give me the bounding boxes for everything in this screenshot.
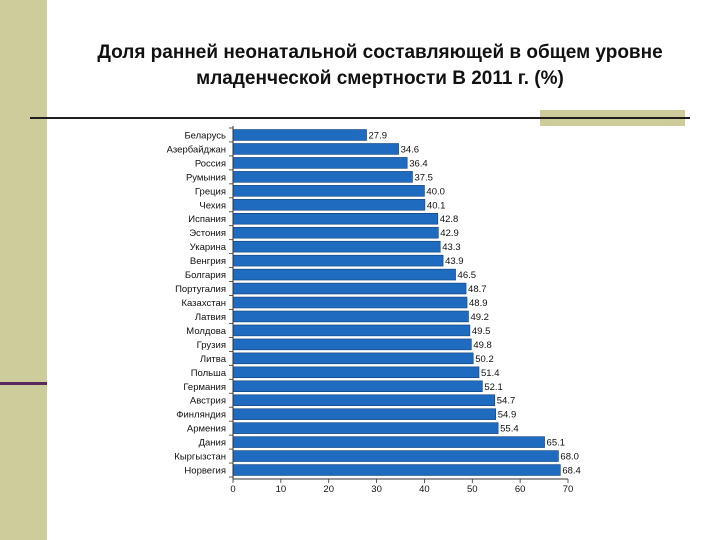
- x-tick-label: 10: [276, 484, 287, 495]
- category-label: Армения: [187, 424, 226, 435]
- data-label: 37.5: [414, 172, 433, 183]
- category-label: Эстония: [189, 228, 226, 239]
- bar: [232, 324, 471, 337]
- data-label: 40.1: [427, 200, 446, 211]
- category-label: Россия: [195, 158, 226, 169]
- data-label: 54.9: [498, 410, 517, 421]
- category-label: Болгария: [185, 270, 226, 281]
- data-label: 50.2: [475, 354, 494, 365]
- data-label: 43.3: [442, 242, 461, 253]
- x-tick-label: 60: [515, 484, 526, 495]
- bar: [232, 366, 480, 379]
- category-label: Венгрия: [190, 256, 226, 267]
- decorative-left-band: [0, 0, 47, 540]
- data-label: 48.9: [469, 298, 488, 309]
- slide-title: Доля ранней неонатальной составляющей в …: [60, 40, 700, 92]
- bar: [232, 213, 439, 225]
- bar: [232, 310, 469, 323]
- category-label: Грузия: [197, 340, 226, 351]
- category-label: Греция: [195, 186, 226, 197]
- bar: [232, 338, 472, 351]
- bar: [232, 422, 499, 434]
- category-label: Португалия: [175, 284, 226, 295]
- bar: [232, 199, 426, 211]
- category-label: Польша: [191, 368, 227, 379]
- data-label: 34.6: [401, 144, 420, 155]
- data-label: 42.9: [440, 228, 459, 239]
- bar: [232, 240, 441, 253]
- category-label: Австрия: [190, 396, 226, 407]
- bar: [232, 464, 561, 476]
- bar: [232, 408, 497, 420]
- decorative-corner-box: [540, 110, 685, 126]
- data-label: 54.7: [497, 396, 516, 407]
- bar: [232, 352, 474, 365]
- bar: [232, 282, 467, 295]
- data-label: 40.0: [426, 186, 445, 197]
- decorative-left-line: [0, 382, 47, 385]
- category-label: Азербайджан: [167, 144, 226, 155]
- data-label: 46.5: [458, 270, 477, 281]
- bar: [232, 143, 399, 155]
- data-label: 55.4: [500, 424, 519, 435]
- x-tick-label: 50: [467, 484, 478, 495]
- x-tick-label: 70: [563, 484, 574, 495]
- data-label: 49.5: [472, 326, 491, 337]
- category-label: Дания: [199, 438, 226, 449]
- bar: [232, 129, 367, 141]
- data-label: 51.4: [481, 368, 500, 379]
- data-label: 65.1: [547, 438, 566, 449]
- category-label: Норвегия: [184, 466, 226, 477]
- data-label: 52.1: [484, 382, 503, 393]
- data-label: 27.9: [369, 130, 388, 141]
- bar: [232, 450, 559, 462]
- bar: [232, 268, 456, 281]
- data-label: 49.8: [473, 340, 492, 351]
- category-label: Литва: [200, 354, 227, 365]
- category-label: Кыргызстан: [174, 452, 226, 463]
- category-label: Беларусь: [184, 130, 226, 141]
- bar: [232, 380, 483, 393]
- data-label: 36.4: [409, 158, 428, 169]
- category-label: Финляндия: [176, 410, 226, 421]
- category-label: Испания: [188, 214, 226, 225]
- category-label: Чехия: [199, 200, 226, 211]
- category-label: Молдова: [186, 326, 226, 337]
- slide-title-line-1: Доля ранней неонатальной составляющей в …: [97, 42, 663, 63]
- x-tick-label: 20: [323, 484, 334, 495]
- category-label: Румыния: [186, 172, 226, 183]
- category-label: Укарина: [190, 242, 227, 253]
- x-tick-label: 40: [419, 484, 430, 495]
- data-label: 49.2: [470, 312, 489, 323]
- bar: [232, 296, 468, 309]
- data-label: 68.0: [560, 452, 579, 463]
- data-label: 42.8: [440, 214, 459, 225]
- bar: [232, 226, 439, 239]
- bar: [232, 171, 413, 183]
- title-divider: [30, 117, 690, 119]
- bar: [232, 185, 425, 197]
- decorative-corner-line: [540, 117, 685, 119]
- bar: [232, 394, 496, 406]
- data-label: 48.7: [468, 284, 487, 295]
- bar: [232, 436, 545, 448]
- category-label: Латвия: [195, 312, 226, 323]
- slide-title-line-2: младенческой смертности В 2011 г. (%): [196, 68, 564, 89]
- data-label: 43.9: [445, 256, 464, 267]
- bar: [232, 254, 444, 267]
- x-tick-label: 0: [230, 484, 235, 495]
- category-label: Казахстан: [181, 298, 226, 309]
- category-label: Германия: [183, 382, 226, 393]
- data-label: 68.4: [562, 466, 581, 477]
- bar: [232, 157, 408, 169]
- x-tick-label: 30: [371, 484, 382, 495]
